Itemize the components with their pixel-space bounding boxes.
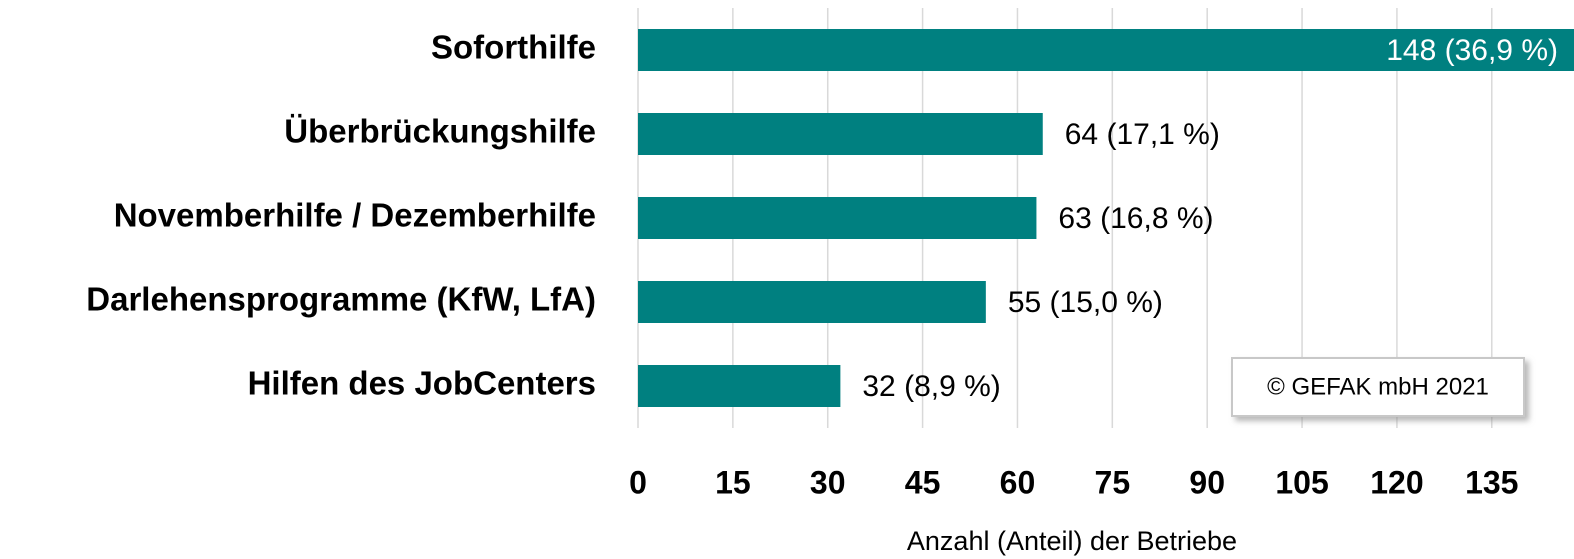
value-label: 148 (36,9 %) <box>1386 34 1558 67</box>
x-tick-label: 105 <box>1275 464 1328 500</box>
value-label: 32 (8,9 %) <box>862 370 1000 403</box>
x-tick-label: 75 <box>1095 464 1131 500</box>
y-tick-label: Hilfen des JobCenters <box>248 365 596 402</box>
y-tick-label: Soforthilfe <box>431 29 596 66</box>
value-label: 63 (16,8 %) <box>1058 202 1213 235</box>
value-label: 64 (17,1 %) <box>1065 118 1220 151</box>
y-tick-label: Novemberhilfe / Dezemberhilfe <box>114 197 596 234</box>
x-axis-label: Anzahl (Anteil) der Betriebe <box>907 526 1237 556</box>
bar <box>638 113 1043 155</box>
y-tick-label: Überbrückungshilfe <box>284 113 596 150</box>
bar <box>638 365 841 407</box>
value-label: 55 (15,0 %) <box>1008 286 1163 319</box>
x-tick-label: 60 <box>1000 464 1036 500</box>
x-tick-label: 15 <box>715 464 751 500</box>
x-tick-label: 120 <box>1370 464 1423 500</box>
x-tick-label: 0 <box>629 464 647 500</box>
x-tick-label: 30 <box>810 464 846 500</box>
annotation-box <box>1231 357 1525 417</box>
x-tick-label: 135 <box>1465 464 1518 500</box>
x-tick-label: 45 <box>905 464 941 500</box>
bar <box>638 29 1574 71</box>
bar <box>638 197 1037 239</box>
x-tick-label: 90 <box>1189 464 1225 500</box>
annotation: © GEFAK mbH 2021 <box>1267 373 1489 400</box>
y-tick-label: Darlehensprogramme (KfW, LfA) <box>86 281 596 318</box>
bar <box>638 281 986 323</box>
